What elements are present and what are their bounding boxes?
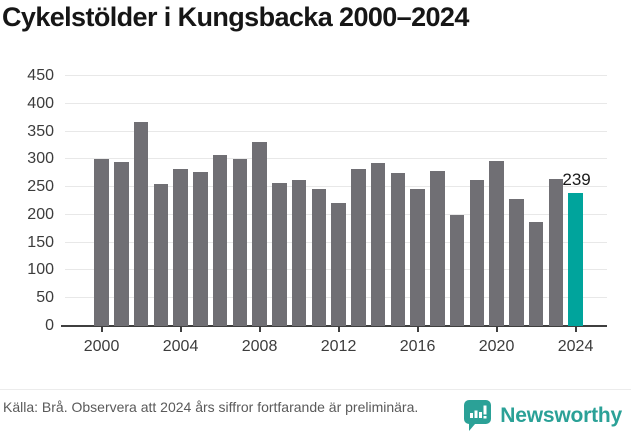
x-tick-label-2004: 2004	[162, 338, 199, 355]
newsworthy-wordmark: Newsworthy	[500, 403, 622, 427]
x-tick-2020	[495, 326, 498, 332]
plot-area: 2000 2004 2008 2012 2016 2020 2024 239	[61, 75, 607, 355]
bar-2007	[232, 158, 248, 326]
bar-value-label-2024: 239	[562, 170, 591, 190]
gridline-250	[65, 186, 607, 188]
y-tick-label-150: 150	[27, 233, 54, 251]
bar-2002	[133, 122, 149, 326]
source-note: Källa: Brå. Observera att 2024 års siffr…	[3, 399, 419, 415]
bar-2011	[311, 189, 327, 326]
newsworthy-logo: Newsworthy	[464, 400, 622, 431]
bar-2010	[291, 179, 307, 326]
bar-2012	[331, 202, 346, 326]
x-tick-label-2016: 2016	[399, 338, 436, 355]
x-tick-label-2020: 2020	[478, 338, 515, 355]
y-tick-label-450: 450	[27, 67, 54, 84]
y-tick-label-250: 250	[27, 178, 54, 196]
x-axis-line	[61, 325, 607, 327]
gridline-450	[65, 75, 607, 76]
gridline-400	[65, 102, 607, 104]
y-tick-label-50: 50	[36, 289, 54, 307]
bar-2014	[370, 162, 386, 326]
x-tick-2024	[574, 326, 577, 332]
bar-2023	[548, 179, 564, 326]
x-tick-label-2012: 2012	[320, 338, 357, 355]
bar-2004	[173, 169, 188, 326]
bar-2008	[252, 141, 267, 326]
newsworthy-bubble-icon	[464, 400, 492, 431]
bar-2019	[469, 180, 485, 326]
gridline-300	[65, 158, 607, 160]
gridline-350	[65, 130, 607, 132]
bar-2016	[410, 189, 425, 326]
x-tick-2000	[100, 326, 103, 332]
y-tick-label-350: 350	[27, 122, 54, 140]
bar-2000	[94, 159, 109, 326]
bar-2018	[449, 214, 465, 326]
x-tick-label-2000: 2000	[83, 338, 120, 355]
bar-2001	[114, 162, 129, 326]
x-tick-label-2008: 2008	[241, 338, 278, 355]
x-tick-label-2024: 2024	[557, 338, 594, 355]
bar-2015	[390, 173, 406, 326]
bar-2022	[528, 221, 544, 326]
bar-2013	[351, 168, 366, 326]
y-tick-label-200: 200	[27, 205, 54, 223]
bar-2020	[489, 161, 504, 326]
x-tick-2008	[258, 326, 261, 332]
y-tick-label-100: 100	[27, 261, 54, 279]
bar-2024	[568, 193, 583, 326]
x-tick-2016	[416, 326, 419, 332]
x-tick-2012	[337, 326, 340, 332]
y-tick-label-400: 400	[27, 94, 54, 112]
bar-2005	[193, 171, 208, 326]
y-tick-label-300: 300	[27, 150, 54, 168]
x-tick-2004	[179, 326, 182, 332]
footer-divider	[0, 389, 631, 390]
chart-title: Cykelstölder i Kungsbacka 2000–2024	[2, 2, 469, 32]
y-tick-label-0: 0	[45, 317, 54, 334]
bar-2021	[509, 198, 524, 326]
bar-2017	[430, 171, 445, 326]
bar-2003	[153, 184, 169, 326]
bar-chart: 0 50 100 150 200 250 300 350 400 450 2000 2004 2008…	[27, 67, 607, 355]
bar-2009	[272, 182, 287, 326]
bar-2006	[212, 155, 228, 326]
